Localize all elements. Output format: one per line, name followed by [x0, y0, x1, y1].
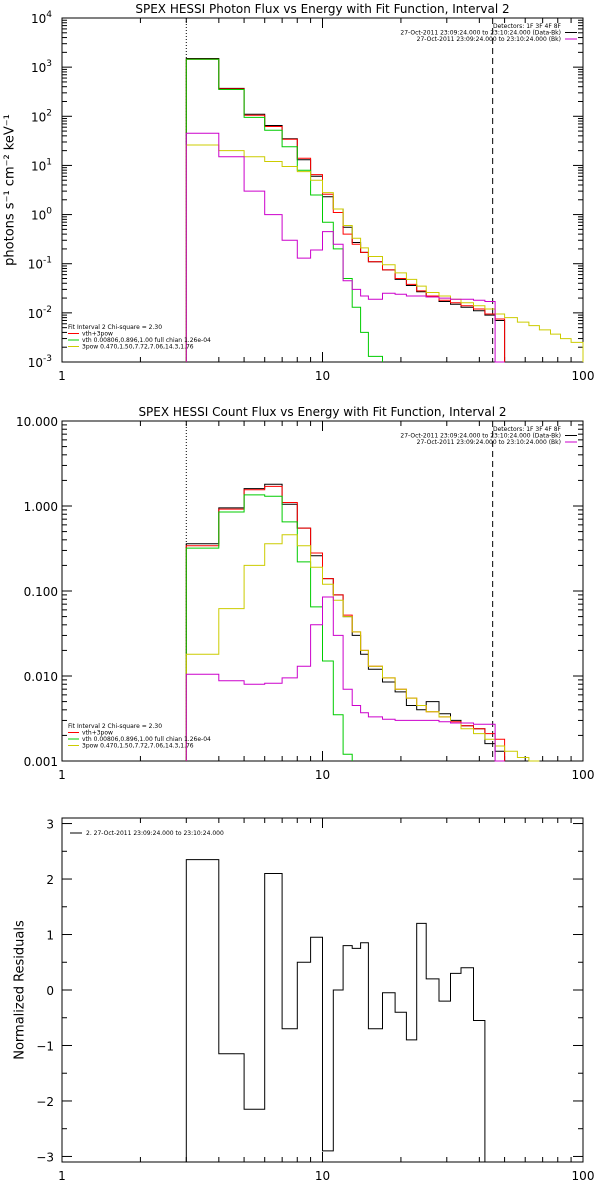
- y-axis-label: Normalized Residuals: [13, 920, 28, 1060]
- y-tick-label: −3: [36, 1150, 54, 1164]
- legend-entry: vth+3pow: [82, 730, 113, 737]
- series-3pow: [185, 534, 540, 762]
- y-tick-label: 0.010: [24, 670, 58, 684]
- series-3pow: [185, 144, 584, 362]
- y-tick-label: 103: [31, 59, 52, 75]
- legend-entry: 27-Oct-2011 23:09:24.000 to 23:10:24.000…: [417, 439, 561, 446]
- x-tick-label: 10: [315, 1169, 330, 1183]
- legend-entry: Fit Interval 2 Chi-square = 2.30: [68, 723, 162, 730]
- legend-entry: 3pow 0.470,1.50,7.72,7.06,14.3,1.76: [82, 743, 194, 750]
- y-tick-label: 1.000: [24, 500, 58, 514]
- y-tick-label: 1: [46, 929, 54, 943]
- y-tick-label: 104: [31, 10, 52, 26]
- legend-entry: 27-Oct-2011 23:09:24.000 to 23:10:24.000…: [417, 36, 561, 43]
- chart-3: Normalized Residuals 1 10 100 −3 −2 −1 0 1 2 3 2. 2…: [13, 817, 595, 1183]
- x-tick-label: 10: [315, 768, 330, 782]
- y-tick-label: 10-3: [28, 354, 52, 370]
- legend-entry: Detectors: 1F 3F 4F 8F: [493, 426, 562, 433]
- y-tick-label: 0: [46, 984, 54, 998]
- x-tick-label: 100: [572, 1169, 595, 1183]
- legend-entry: vth 0.00806,0.896,1.00 full chian 1.26e-…: [82, 736, 211, 743]
- y-tick-label: 102: [31, 108, 52, 124]
- series-vth-3pow: [185, 485, 506, 761]
- series-vth-3pow: [185, 58, 506, 362]
- legend-entry: 27-Oct-2011 23:09:24.000 to 23:10:24.000…: [400, 30, 561, 37]
- legend-entry: 2. 27-Oct-2011 23:09:24.000 to 23:10:24.…: [86, 830, 224, 837]
- legend-entry: Detectors: 1F 3F 4F 8F: [493, 23, 562, 30]
- plot-frame: [61, 420, 584, 762]
- y-tick-label: 0.001: [24, 755, 58, 769]
- y-tick-label: 10.000: [16, 415, 58, 429]
- y-tick-label: 3: [46, 818, 54, 832]
- x-tick-label: 1: [58, 369, 66, 383]
- y-tick-label: 2: [46, 873, 54, 887]
- series-data-bk: [185, 483, 506, 761]
- y-axis-label: photons s⁻¹ cm⁻² keV⁻¹: [3, 114, 18, 266]
- legend-entry: Fit Interval 2 Chi-square = 2.30: [68, 324, 162, 331]
- y-tick-label: 0.100: [24, 585, 58, 599]
- y-tick-label: 100: [31, 207, 52, 223]
- chart-1: SPEX HESSI Photon Flux vs Energy with Fi…: [3, 2, 595, 383]
- series-vth: [185, 494, 353, 761]
- y-tick-label: 101: [31, 157, 52, 173]
- y-tick-label: −1: [36, 1039, 54, 1053]
- y-tick-label: 10-1: [28, 256, 52, 272]
- x-tick-label: 1: [58, 1169, 66, 1183]
- y-tick-label: 10-2: [28, 305, 52, 321]
- series-bk: [185, 132, 505, 363]
- chart-title: SPEX HESSI Count Flux vs Energy with Fit…: [138, 405, 506, 419]
- legend-entry: vth+3pow: [82, 331, 113, 338]
- legend-entry: 3pow 0.470,1.50,7.72,7.06,14.3,1.76: [82, 344, 194, 351]
- x-tick-label: 10: [315, 369, 330, 383]
- x-tick-label: 1: [58, 768, 66, 782]
- series-vth: [185, 58, 383, 362]
- y-tick-label: −2: [36, 1095, 54, 1109]
- series-residuals: [185, 859, 486, 1162]
- x-tick-label: 100: [572, 369, 595, 383]
- legend-entry: vth 0.00806,0.896,1.00 full chian 1.26e-…: [82, 337, 211, 344]
- series-bk: [185, 596, 505, 762]
- chart-title: SPEX HESSI Photon Flux vs Energy with Fi…: [135, 2, 509, 16]
- series-data-bk: [185, 58, 506, 362]
- chart-2: SPEX HESSI Count Flux vs Energy with Fit…: [16, 405, 594, 782]
- x-tick-label: 100: [572, 768, 595, 782]
- legend-entry: 27-Oct-2011 23:09:24.000 to 23:10:24.000…: [400, 433, 561, 440]
